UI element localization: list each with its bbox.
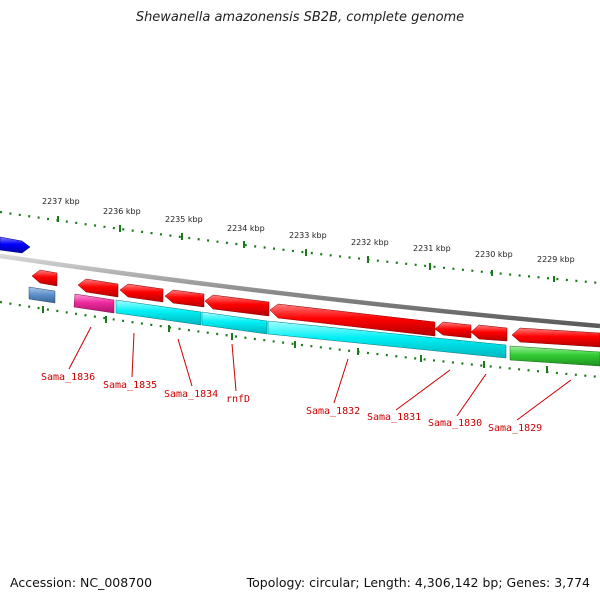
accession-label: Accession: NC_008700 bbox=[10, 575, 153, 590]
kbp-label: 2229 kbp bbox=[537, 255, 575, 264]
gene-blue[interactable] bbox=[0, 236, 31, 254]
forward-strand-genes bbox=[0, 236, 600, 348]
gene-label-sama-1835[interactable]: Sama_1835 bbox=[103, 380, 157, 391]
gene-red[interactable] bbox=[434, 321, 472, 339]
gene-labels: Sama_1836 Sama_1835 Sama_1834 rnfD Sama_… bbox=[41, 372, 542, 434]
kbp-label: 2234 kbp bbox=[227, 224, 265, 233]
gene-green[interactable] bbox=[509, 345, 600, 367]
gene-red-left[interactable] bbox=[31, 269, 58, 287]
gene-red[interactable] bbox=[77, 278, 119, 298]
genome-backbone bbox=[0, 253, 600, 329]
topology-info: Topology: circular; Length: 4,306,142 bp… bbox=[246, 575, 590, 590]
kbp-label: 2233 kbp bbox=[289, 231, 327, 240]
kbp-labels: 2237 kbp 2236 kbp 2235 kbp 2234 kbp 2233… bbox=[42, 197, 575, 264]
gene-cyan[interactable] bbox=[201, 311, 268, 335]
reverse-strand-genes bbox=[28, 286, 600, 367]
gene-label-rnfd[interactable]: rnfD bbox=[226, 394, 250, 405]
gene-red[interactable] bbox=[204, 294, 270, 317]
gene-magenta[interactable] bbox=[73, 293, 115, 314]
page-title: Shewanella amazonensis SB2B, complete ge… bbox=[135, 10, 465, 25]
gene-red[interactable] bbox=[119, 283, 164, 303]
gene-label-sama-1836[interactable]: Sama_1836 bbox=[41, 372, 95, 383]
gene-red[interactable] bbox=[470, 324, 508, 342]
kbp-label: 2231 kbp bbox=[413, 244, 451, 253]
gene-label-sama-1832[interactable]: Sama_1832 bbox=[306, 406, 360, 417]
kbp-label: 2237 kbp bbox=[42, 197, 80, 206]
gene-cyan-long[interactable] bbox=[267, 320, 507, 359]
gene-label-sama-1834[interactable]: Sama_1834 bbox=[164, 389, 218, 400]
gene-cyan[interactable] bbox=[115, 299, 202, 326]
gene-steelblue[interactable] bbox=[28, 286, 56, 304]
tick-track-outer bbox=[0, 210, 600, 285]
gene-label-sama-1829[interactable]: Sama_1829 bbox=[488, 423, 542, 434]
kbp-label: 2230 kbp bbox=[475, 250, 513, 259]
kbp-label: 2236 kbp bbox=[103, 207, 141, 216]
major-ticks-lower bbox=[42, 306, 548, 373]
leader-lines bbox=[68, 326, 572, 421]
gene-label-sama-1831[interactable]: Sama_1831 bbox=[367, 412, 421, 423]
major-ticks-upper bbox=[57, 216, 555, 282]
kbp-label: 2232 kbp bbox=[351, 238, 389, 247]
gene-label-sama-1830[interactable]: Sama_1830 bbox=[428, 418, 482, 429]
gene-red[interactable] bbox=[164, 289, 205, 308]
gene-red-right[interactable] bbox=[511, 327, 600, 348]
kbp-label: 2235 kbp bbox=[165, 215, 203, 224]
